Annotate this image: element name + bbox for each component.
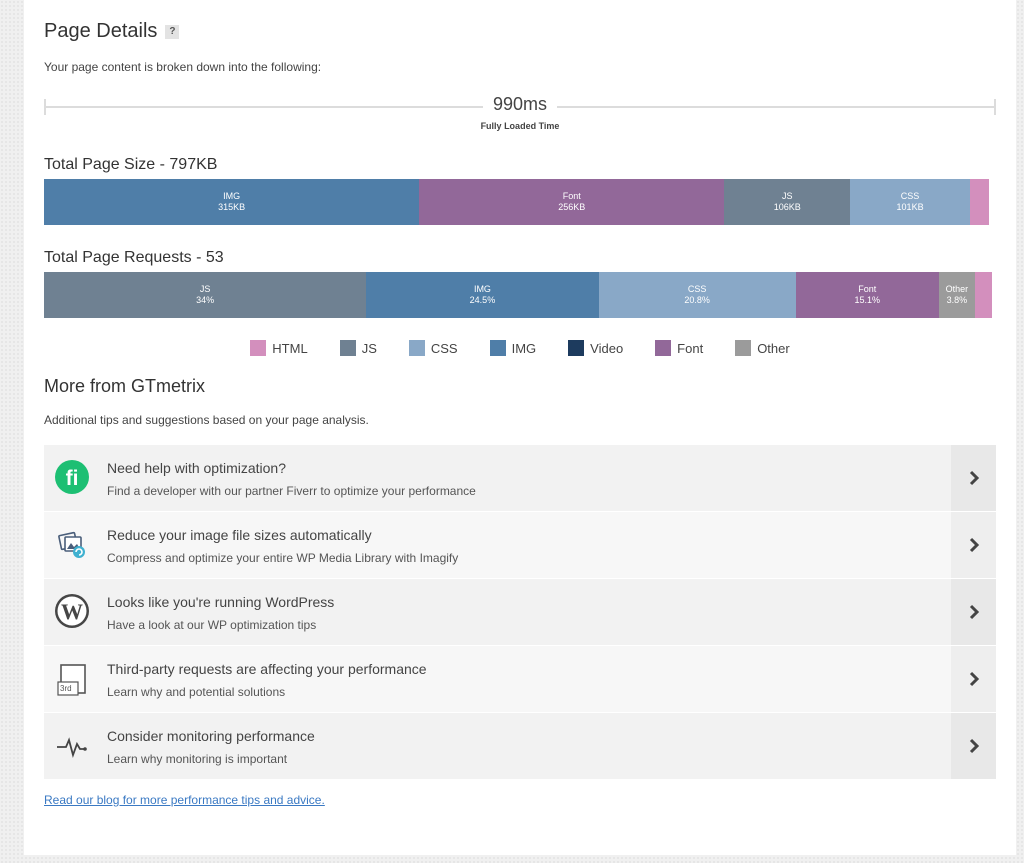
fully-loaded-label: Fully Loaded Time xyxy=(480,121,560,131)
size-segment-img: IMG 315KB xyxy=(44,179,420,225)
legend-item-img: IMG xyxy=(489,340,537,356)
page-details-title: Page Details xyxy=(44,20,158,42)
segment-value: 34% xyxy=(196,295,215,305)
svg-text:W: W xyxy=(61,599,83,624)
legend-swatch xyxy=(735,340,752,356)
legend-swatch xyxy=(568,340,585,356)
svg-text:fi: fi xyxy=(66,467,79,490)
legend-label: Video xyxy=(590,340,624,356)
legend-item-html: HTML xyxy=(250,340,308,356)
tip-desc: Find a developer with our partner Fiverr… xyxy=(107,484,476,498)
segment-label: Other xyxy=(945,284,969,294)
legend-item-js: JS xyxy=(339,340,377,356)
segment-label: IMG xyxy=(223,191,241,201)
segment-value: 315KB xyxy=(218,202,246,212)
requests-segment-js: JS 34% xyxy=(44,272,367,318)
more-title: More from GTmetrix xyxy=(44,376,206,396)
page-details-subtitle: Your page content is broken down into th… xyxy=(44,60,322,74)
requests-segment-css: CSS 20.8% xyxy=(598,272,796,318)
timeline-end-cap xyxy=(994,99,996,115)
size-segment-html xyxy=(970,179,989,225)
requests-segment-html xyxy=(974,272,992,318)
page-size-bar: IMG 315KB Font 256KB JS 106KB CSS 101KB xyxy=(44,179,989,225)
tip-desc: Learn why monitoring is important xyxy=(107,752,288,766)
segment-label: Font xyxy=(858,284,877,294)
content-type-legend: HTML JS CSS IMG Video Font Other xyxy=(24,340,1016,359)
legend-label: IMG xyxy=(511,340,537,356)
tip-title: Need help with optimization? xyxy=(107,460,286,476)
third-party-icon-text: 3rd xyxy=(60,684,72,693)
page-details-heading: Page Details? xyxy=(44,20,180,43)
tip-imagify[interactable]: Reduce your image file sizes automatical… xyxy=(44,512,996,579)
chevron-right-icon[interactable] xyxy=(951,713,996,779)
tip-third-party[interactable]: 3rd Third-party requests are affecting y… xyxy=(44,646,996,713)
size-segment-css: CSS 101KB xyxy=(850,179,971,225)
segment-label: IMG xyxy=(473,284,491,294)
legend-item-other: Other xyxy=(735,340,790,356)
tip-title: Consider monitoring performance xyxy=(107,728,315,744)
tip-desc: Compress and optimize your entire WP Med… xyxy=(107,551,459,565)
tip-fiverr[interactable]: fi Need help with optimization? Find a d… xyxy=(44,445,996,512)
tip-title: Third-party requests are affecting your … xyxy=(107,661,427,677)
segment-label: CSS xyxy=(900,191,920,201)
help-icon[interactable]: ? xyxy=(165,25,180,39)
legend-swatch xyxy=(489,340,506,356)
tip-wordpress[interactable]: W Looks like you're running WordPress Ha… xyxy=(44,579,996,646)
tip-title: Looks like you're running WordPress xyxy=(107,594,335,610)
legend-item-video: Video xyxy=(568,340,623,356)
requests-segment-other: Other 3.8% xyxy=(938,272,975,318)
fiverr-icon: fi xyxy=(54,459,90,495)
heartbeat-icon xyxy=(54,727,90,763)
requests-segment-img: IMG 24.5% xyxy=(366,272,599,318)
fully-loaded-timeline: 990ms Fully Loaded Time xyxy=(44,94,996,136)
segment-value: 15.1% xyxy=(854,295,881,305)
legend-item-font: Font xyxy=(655,340,703,356)
chevron-right-icon[interactable] xyxy=(951,646,996,712)
legend-label: HTML xyxy=(272,340,308,356)
chevron-right-icon[interactable] xyxy=(951,579,996,645)
legend-item-css: CSS xyxy=(408,340,458,356)
fully-loaded-value: 990ms xyxy=(482,94,558,114)
total-page-size-title: Total Page Size - 797KB xyxy=(44,156,218,173)
more-subtitle: Additional tips and suggestions based on… xyxy=(44,413,369,427)
total-page-requests-title: Total Page Requests - 53 xyxy=(44,249,224,266)
segment-value: 256KB xyxy=(558,202,586,212)
legend-label: JS xyxy=(361,340,377,356)
legend-swatch xyxy=(250,340,267,356)
page-requests-bar: JS 34% IMG 24.5% CSS 20.8% Font 15.1% Other 3.8% xyxy=(44,272,992,318)
size-segment-js: JS 106KB xyxy=(724,179,851,225)
chevron-right-icon[interactable] xyxy=(951,512,996,578)
requests-segment-font: Font 15.1% xyxy=(795,272,939,318)
segment-value: 20.8% xyxy=(684,295,710,305)
page-details-panel: Page Details? Your page content is broke… xyxy=(24,0,1016,855)
tip-desc: Have a look at our WP optimization tips xyxy=(107,618,317,632)
blog-link[interactable]: Read our blog for more performance tips … xyxy=(44,793,325,807)
legend-swatch xyxy=(339,340,356,356)
segment-label: CSS xyxy=(687,284,707,294)
segment-value: 101KB xyxy=(896,202,924,212)
segment-label: Font xyxy=(562,191,581,201)
legend-label: Font xyxy=(677,340,704,356)
segment-value: 24.5% xyxy=(469,295,496,305)
legend-label: Other xyxy=(757,340,790,356)
segment-label: JS xyxy=(199,284,211,294)
imagify-icon xyxy=(54,526,90,562)
legend-swatch xyxy=(655,340,672,356)
size-segment-font: Font 256KB xyxy=(419,179,725,225)
chevron-right-icon[interactable] xyxy=(951,445,996,511)
segment-value: 106KB xyxy=(773,202,801,212)
legend-label: CSS xyxy=(430,340,458,356)
wordpress-icon: W xyxy=(54,593,90,629)
tips-list: fi Need help with optimization? Find a d… xyxy=(44,445,996,780)
segment-value: 3.8% xyxy=(946,295,968,305)
segment-label: JS xyxy=(781,191,793,201)
third-party-icon: 3rd xyxy=(54,660,90,696)
tip-title: Reduce your image file sizes automatical… xyxy=(107,527,372,543)
tip-monitoring[interactable]: Consider monitoring performance Learn wh… xyxy=(44,713,996,780)
legend-swatch xyxy=(408,340,425,356)
fully-loaded-value-wrap: 990ms xyxy=(44,94,996,115)
tip-desc: Learn why and potential solutions xyxy=(107,685,286,699)
